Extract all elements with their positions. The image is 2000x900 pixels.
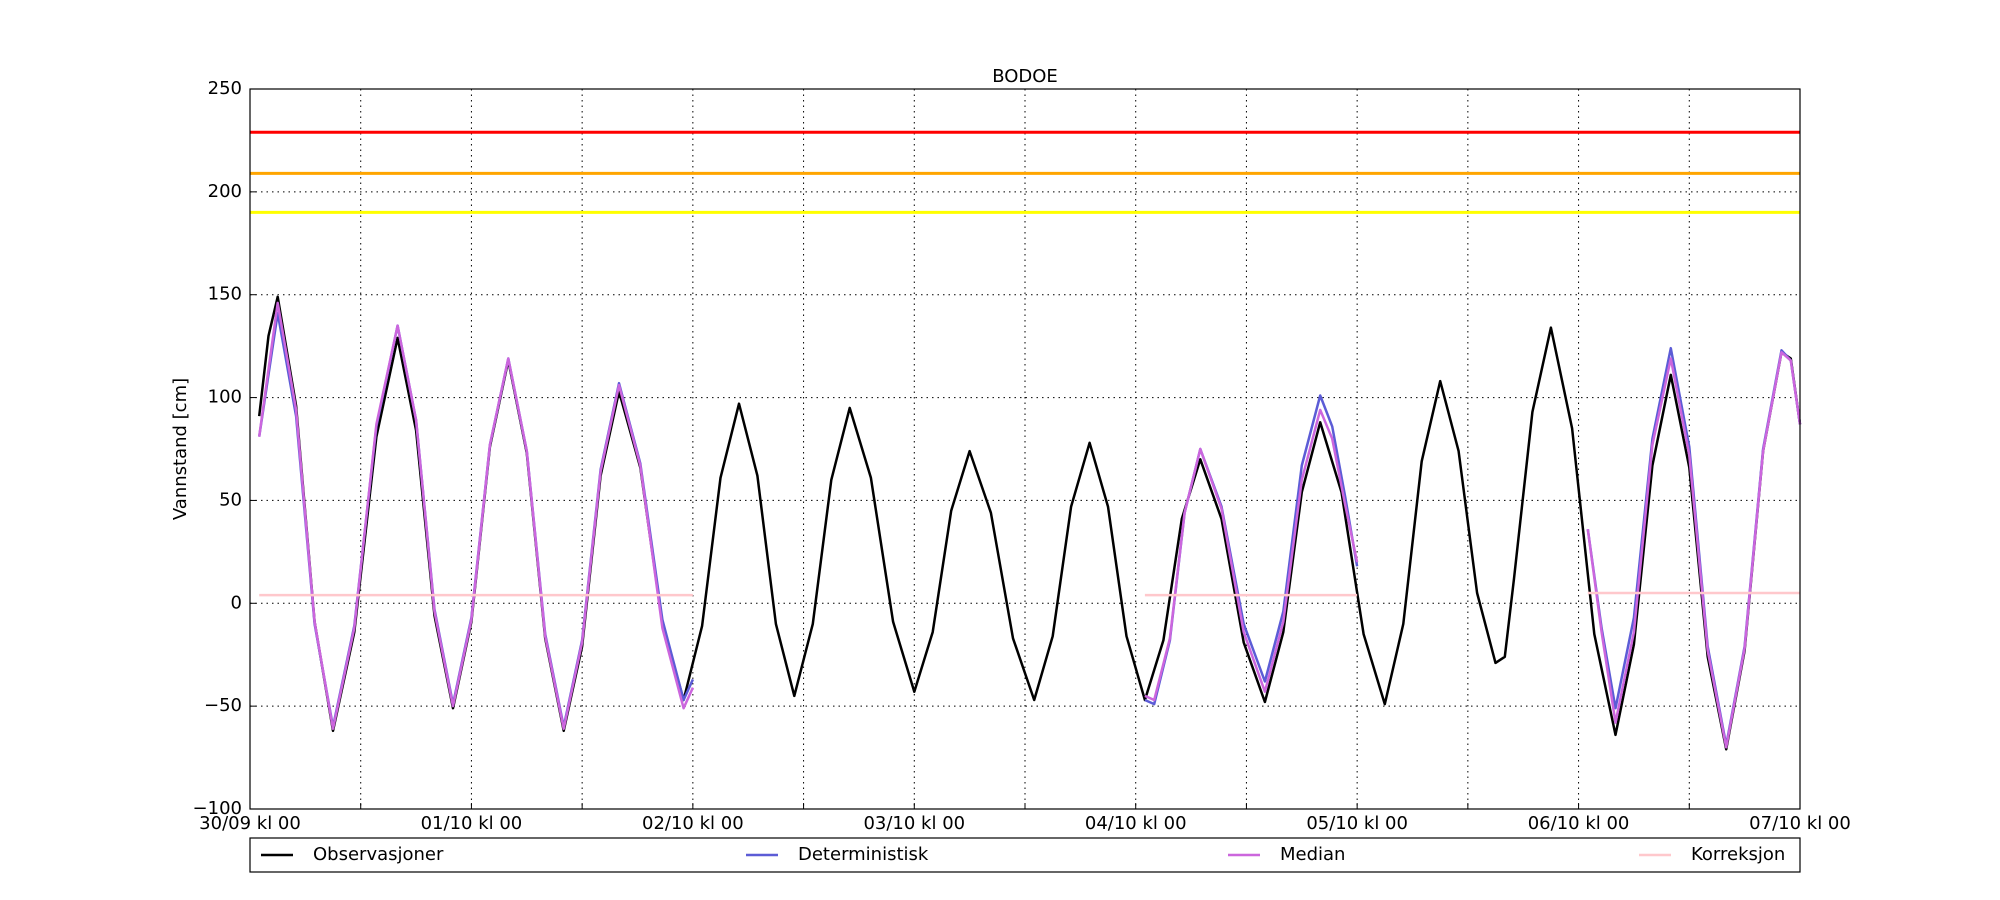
x-tick-label: 04/10 kl 00 [1085,813,1187,834]
x-tick-label: 03/10 kl 00 [863,813,965,834]
y-tick-label: 200 [208,181,242,202]
x-tick-label: 06/10 kl 00 [1528,813,1630,834]
y-tick-label: 100 [208,387,242,408]
series-line [259,591,1800,597]
y-tick-label: 250 [208,78,242,99]
legend-label: Deterministisk [798,844,929,865]
y-tick-label: 0 [231,592,242,613]
legend-frame [249,837,1801,873]
y-tick-label: 150 [208,284,242,305]
plot-frame [249,88,1801,810]
legend-label: Observasjoner [313,844,444,865]
series-line [257,311,1802,747]
y-tick-label: 50 [219,489,242,510]
chart-title: BODOE [992,66,1058,87]
series-line [257,301,1802,749]
legend-label: Median [1280,844,1345,865]
x-tick-label: 05/10 kl 00 [1306,813,1408,834]
series-line [257,295,1802,751]
x-tick-label: 07/10 kl 00 [1749,813,1851,834]
x-tick-label: 01/10 kl 00 [421,813,523,834]
y-tick-label: −50 [204,695,242,716]
x-tick-label: 30/09 kl 00 [199,813,301,834]
x-tick-label: 02/10 kl 00 [642,813,744,834]
y-tick-label: −100 [193,798,242,819]
y-axis-label: Vannstand [cm] [170,378,191,520]
legend-label: Korreksjon [1691,844,1785,865]
